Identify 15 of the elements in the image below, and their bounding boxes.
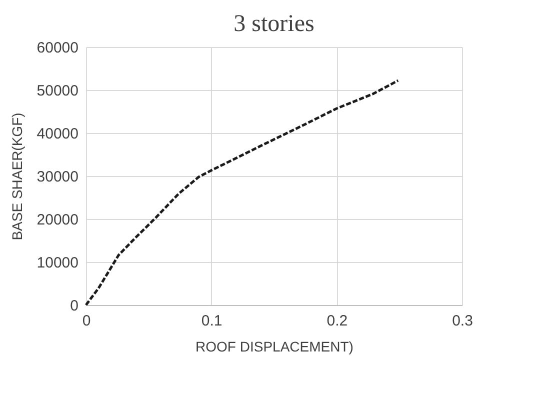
x-axis-title: ROOF DISPLACEMENT) (196, 338, 354, 354)
x-tick-label: 0.2 (326, 312, 348, 330)
y-tick-label: 50000 (36, 82, 78, 100)
y-tick-label: 40000 (36, 126, 78, 142)
y-tick-label: 30000 (36, 168, 78, 186)
y-axis-title: BASE SHAER(KGF) (8, 112, 25, 240)
x-tick-label: 0.1 (201, 312, 222, 330)
y-tick-label: 20000 (36, 212, 78, 228)
x-tick-label: 0.3 (452, 312, 473, 330)
line-series (84, 79, 400, 306)
y-tick-label: 10000 (36, 254, 78, 272)
y-tick-label: 0 (70, 298, 78, 314)
y-tick-label: 60000 (36, 40, 78, 56)
chart-title: 3 stories (234, 11, 314, 37)
x-tick-label: 0 (82, 312, 91, 330)
